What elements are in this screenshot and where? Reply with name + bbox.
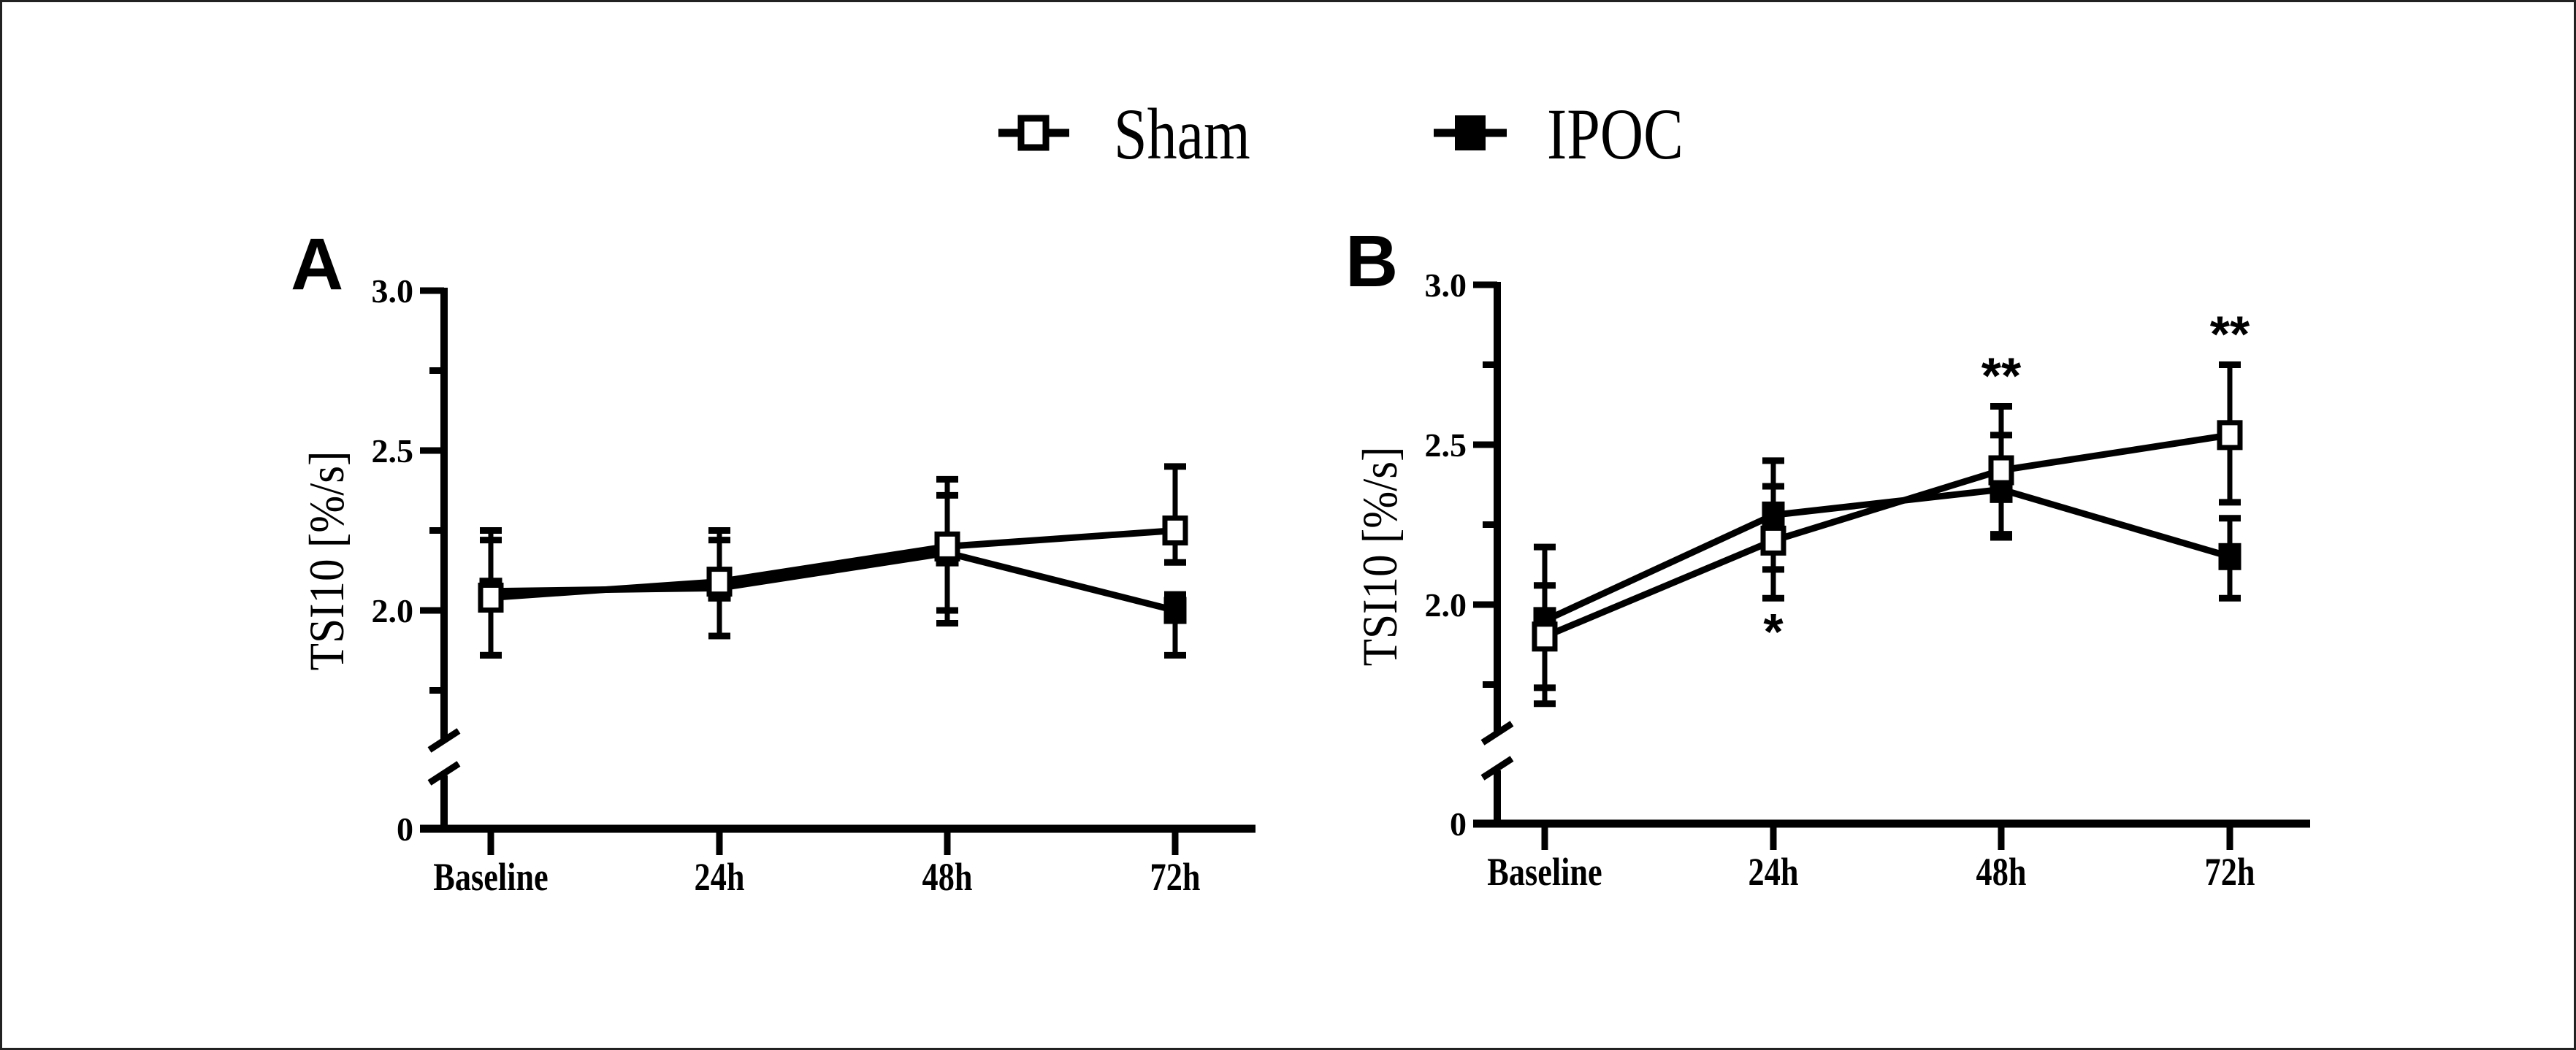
axes-a: 3.0 2.5 2.0 0 Baseline 24h 48h 72h	[372, 272, 1255, 899]
marker-ipoc	[1762, 501, 1785, 529]
y-tick-label: 2.0	[372, 592, 414, 629]
axis-break-mark	[1480, 756, 1514, 781]
x-tick-label: 48h	[1976, 850, 2027, 894]
panel-label-b: B	[1345, 221, 1398, 302]
x-tick-label: 24h	[1748, 850, 1799, 894]
y-axis-label-b: TSI10 [%/s]	[1352, 447, 1407, 667]
marker-sham	[934, 531, 960, 562]
marker-ipoc	[2218, 543, 2241, 570]
x-tick-label: 48h	[922, 855, 973, 899]
legend-label-sham: Sham	[1114, 93, 1250, 174]
legend: Sham IPOC	[998, 93, 1683, 175]
series-line-ipoc	[1543, 486, 2231, 624]
y-tick-label: 2.5	[1425, 426, 1467, 464]
y-tick-label: 2.5	[372, 432, 414, 470]
y-tick-label: 0	[1450, 805, 1467, 843]
panel-a: A TSI10 [%/s] 3.0 2.5 2.0 0 Baseline 24h 48h 72…	[291, 223, 1255, 899]
marker-sham	[2217, 420, 2243, 451]
legend-item-sham: Sham	[998, 93, 1250, 175]
series-line-sham	[490, 527, 1176, 601]
filled-square-marker-icon	[1455, 115, 1486, 150]
x-tick-label: Baseline	[433, 855, 548, 899]
x-tick-label: 72h	[2205, 850, 2255, 894]
marker-sham	[478, 582, 504, 613]
marker-ipoc	[1163, 597, 1187, 624]
y-axis-label-a: TSI10 [%/s]	[299, 451, 354, 671]
x-tick-label: Baseline	[1487, 850, 1602, 894]
marker-sham	[706, 567, 733, 597]
series-line-sham	[1543, 432, 2231, 640]
significance-marker: *	[1763, 603, 1784, 660]
y-tick-label: 3.0	[1425, 267, 1467, 304]
x-tick-label: 72h	[1150, 855, 1201, 899]
marker-sham	[1988, 455, 2014, 486]
legend-label-ipoc: IPOC	[1547, 93, 1683, 174]
y-tick-label: 0	[397, 811, 413, 848]
significance-marker: **	[1981, 347, 2022, 404]
axis-break-mark	[427, 728, 461, 753]
marker-sham	[1760, 525, 1786, 556]
panel-label-a: A	[291, 223, 343, 305]
axis-break-mark	[427, 761, 461, 786]
marks-a	[478, 463, 1188, 659]
x-tick-label: 24h	[695, 855, 745, 899]
significance-marker: **	[2210, 306, 2250, 363]
legend-item-ipoc: IPOC	[1434, 93, 1683, 175]
axes-b: 3.0 2.5 2.0 0 Baseline 24h 48h 72h	[1425, 267, 2310, 894]
panel-b: B TSI10 [%/s] 3.0 2.5 2.0 0 Baseline 24h 48h 72…	[1345, 221, 2310, 894]
y-tick-label: 3.0	[372, 272, 414, 310]
marker-sham	[1532, 621, 1558, 652]
marker-sham	[1162, 516, 1188, 545]
y-tick-label: 2.0	[1425, 586, 1467, 624]
axis-break-mark	[1480, 721, 1514, 746]
open-square-marker-icon	[1017, 115, 1050, 151]
marks-b: *****	[1532, 306, 2250, 708]
